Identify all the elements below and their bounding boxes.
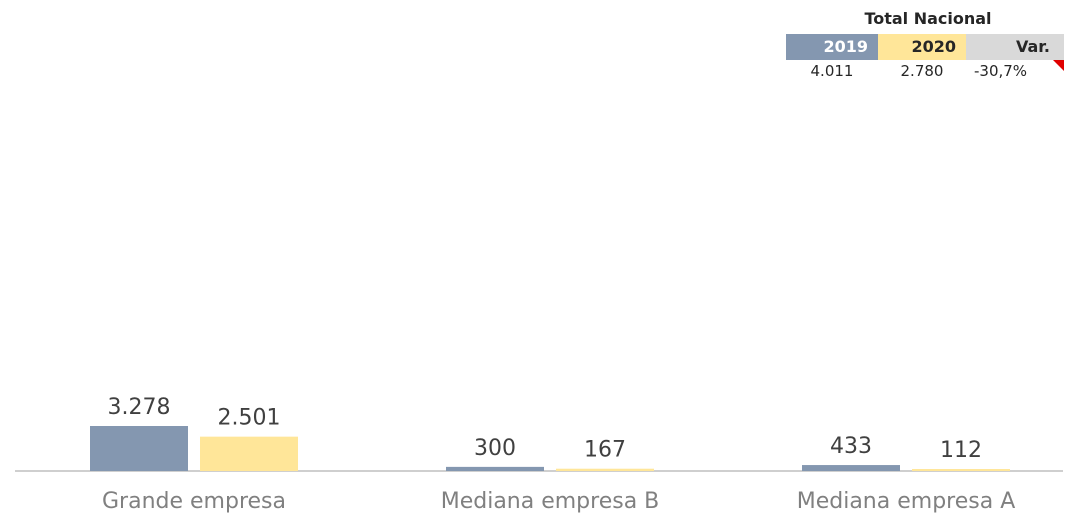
summary-values-row: 4.011 2.780 -30,7% xyxy=(786,60,1064,86)
down-triangle-icon xyxy=(1053,60,1064,71)
summary-header-2019: 2019 xyxy=(786,34,878,60)
bar xyxy=(912,469,1010,471)
bar xyxy=(802,465,900,471)
summary-value-var-cell: -30,7% xyxy=(966,60,1064,86)
summary-table: Total Nacional 2019 2020 Var. 4.011 2.78… xyxy=(786,6,1064,86)
category-label: Mediana empresa A xyxy=(797,489,1016,514)
bar xyxy=(446,466,544,471)
summary-header-2020: 2020 xyxy=(878,34,966,60)
data-label: 112 xyxy=(940,438,982,463)
bar xyxy=(556,468,654,471)
bar xyxy=(200,436,298,471)
summary-value-2020: 2.780 xyxy=(900,62,944,80)
category-label: Grande empresa xyxy=(102,489,286,514)
summary-value-var: -30,7% xyxy=(974,62,1028,80)
data-label: 433 xyxy=(830,434,872,459)
summary-title: Total Nacional xyxy=(864,9,992,28)
data-label: 167 xyxy=(584,438,626,463)
data-label: 300 xyxy=(474,436,516,461)
data-label: 3.278 xyxy=(108,395,171,420)
data-label: 2.501 xyxy=(218,406,281,431)
category-label: Mediana empresa B xyxy=(441,489,660,514)
bar xyxy=(90,426,188,471)
summary-header-var: Var. xyxy=(966,34,1064,60)
summary-value-2019: 4.011 xyxy=(810,62,854,80)
summary-header-row: 2019 2020 Var. xyxy=(786,34,1064,60)
